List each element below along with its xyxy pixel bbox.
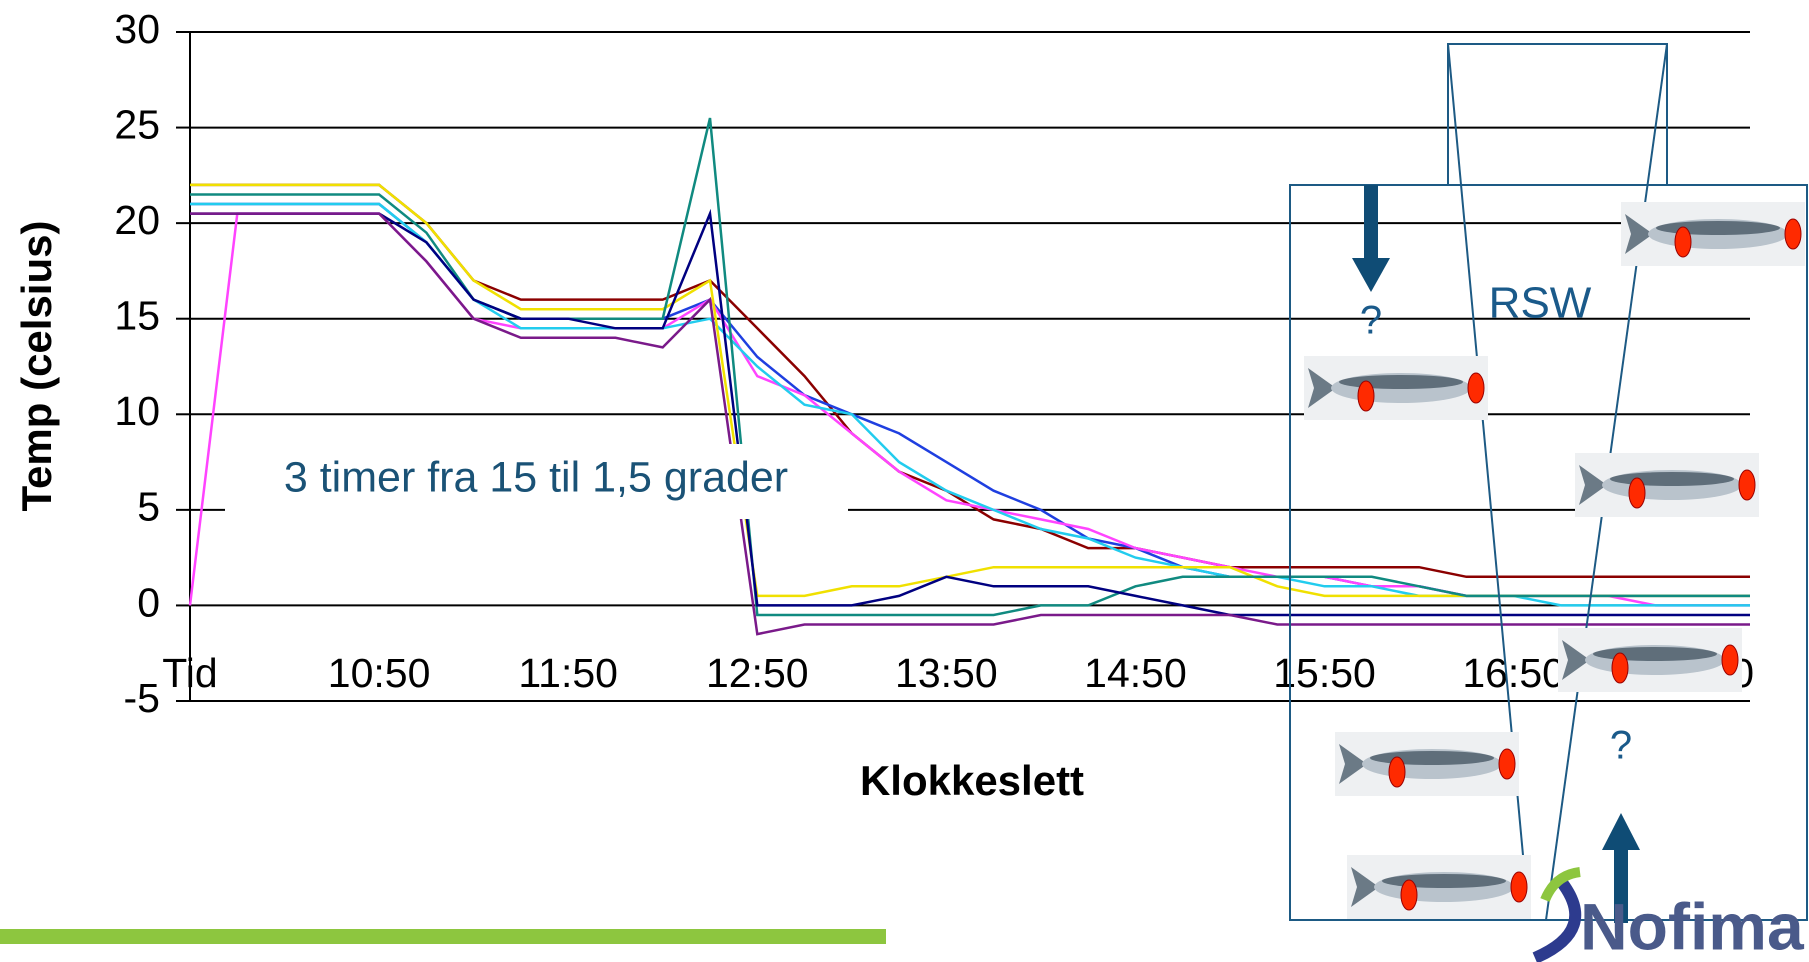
arrow-head [1352,258,1390,292]
fish-tail [1579,465,1607,505]
x-tick-label: 16:50 [1462,650,1565,696]
fish-back [1610,472,1734,486]
series-line [190,202,1750,598]
y-tick-label: 15 [114,293,160,339]
fish-spot [1510,871,1528,903]
series-line [190,183,1750,598]
fish-spot [1784,218,1802,250]
arrows [1352,185,1640,923]
fish-spot [1674,226,1692,258]
fish-tail [1562,640,1590,680]
x-tick-label: 11:50 [518,650,618,696]
fish [1347,855,1531,919]
tank-top [1447,43,1668,186]
fish-spot [1357,380,1375,412]
arrow-down [1364,185,1378,260]
fish-tail [1351,867,1379,907]
tank-box [1289,184,1808,921]
fish-spot [1611,652,1629,684]
fish-spot [1400,879,1418,911]
y-tick-label: 5 [137,484,160,530]
x-tick-label: 14:50 [1084,650,1187,696]
fish-spot [1721,644,1739,676]
y-tick-label: 0 [137,579,160,625]
x-tick-label: 12:50 [706,650,809,696]
fish [1558,628,1742,692]
y-axis-title: Temp (celsius) [13,221,60,512]
annotation: 3 timer fra 15 til 1,5 grader [284,453,788,501]
fish-spot [1738,469,1756,501]
series-line [190,202,1750,607]
fish-spot [1467,372,1485,404]
x-axis-title: Klokkeslett [860,757,1084,804]
diagram-label: ? [1610,724,1632,768]
fish-back [1656,221,1780,235]
y-tick-label: 25 [114,101,160,147]
fish-tail [1308,368,1336,408]
x-tick-label: 15:50 [1273,650,1376,696]
y-tick-label: 10 [114,388,160,434]
series-line [190,117,1750,617]
y-tick-label: -5 [124,675,160,721]
fish-back [1339,375,1463,389]
arrow-up [1614,848,1628,923]
logo-mark [1532,876,1582,962]
logo-mark [1540,867,1581,903]
fish [1335,732,1519,796]
series-line [188,212,1750,607]
series-line [190,208,1750,617]
y-tick-label: 30 [114,6,160,52]
annotation-box [225,444,848,519]
fish-back [1370,751,1494,765]
x-tick-label: 13:50 [895,650,998,696]
fish-spot [1628,477,1646,509]
fish-back [1382,874,1506,888]
fish [1304,356,1488,420]
x-tick-label: Tid [162,650,217,696]
footer-bar [0,929,886,944]
series-line [190,212,1750,636]
fish [1575,453,1759,517]
logo: Nofima [1580,889,1805,962]
fish-group [1304,202,1805,919]
arrow-head [1602,813,1640,850]
fish-tail [1625,214,1653,254]
fish-spot [1498,748,1516,780]
diagram-label: ? [1360,299,1382,343]
x-tick-label: 10:50 [328,650,431,696]
plot-area: -5 0 5 10 15 20 25 30 Tid 10:50 11:50 12:50 13:50 14:… [114,6,1754,721]
fish-tail [1339,744,1367,784]
diagram-label: RSW [1489,279,1592,328]
y-tick-label: 20 [114,197,160,243]
fish [1621,202,1805,266]
fish-back [1593,647,1717,661]
fish-spot [1388,756,1406,788]
